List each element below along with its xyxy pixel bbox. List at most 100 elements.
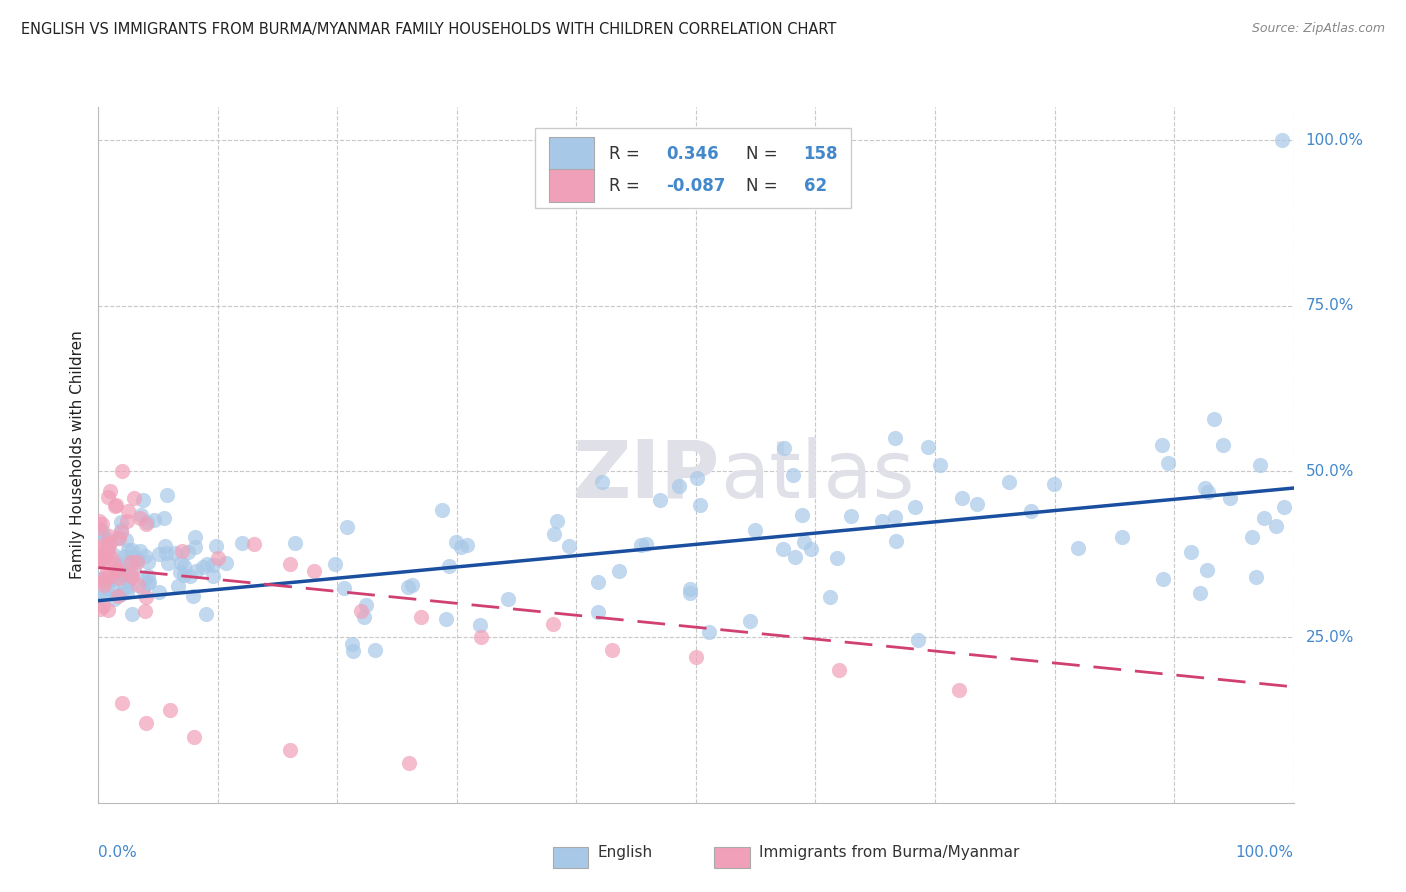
Point [103, 556, 125, 570]
Point [591, 475, 613, 489]
Point [107, 531, 129, 545]
Point [546, 514, 568, 528]
Point [107, 590, 129, 604]
Point [97, 542, 120, 557]
Point [135, 590, 157, 604]
Point [950, 491, 973, 505]
Text: N =: N = [747, 177, 783, 194]
Point [89, 553, 111, 567]
Point [89, 602, 111, 616]
Point [917, 440, 939, 454]
Point [782, 467, 804, 482]
Point [668, 479, 690, 493]
Point [138, 574, 160, 589]
Point [103, 572, 125, 586]
Point [136, 576, 159, 591]
Point [884, 533, 907, 548]
Point [966, 497, 988, 511]
Point [332, 581, 354, 595]
Point [1240, 530, 1263, 544]
Point [1197, 485, 1219, 500]
Point [173, 568, 195, 582]
Point [689, 499, 711, 513]
Point [1272, 500, 1295, 515]
Point [155, 546, 177, 560]
Point [195, 558, 218, 572]
Text: R =: R = [609, 145, 645, 162]
Point [135, 517, 157, 532]
Point [91, 538, 114, 552]
Point [278, 558, 301, 572]
Point [97, 602, 120, 616]
Text: Source: ZipAtlas.com: Source: ZipAtlas.com [1251, 22, 1385, 36]
Text: 0.0%: 0.0% [98, 845, 138, 860]
Point [132, 492, 155, 507]
Point [432, 502, 454, 516]
Point [470, 630, 492, 644]
Point [302, 564, 325, 578]
Point [115, 567, 138, 582]
Text: 25.0%: 25.0% [1305, 630, 1354, 645]
Text: ENGLISH VS IMMIGRANTS FROM BURMA/MYANMAR FAMILY HOUSEHOLDS WITH CHILDREN CORRELA: ENGLISH VS IMMIGRANTS FROM BURMA/MYANMAR… [21, 22, 837, 37]
Point [98, 484, 122, 499]
Point [117, 574, 139, 588]
Point [1253, 510, 1275, 524]
Point [600, 643, 623, 657]
Point [411, 610, 433, 624]
Point [828, 663, 851, 677]
Point [205, 540, 228, 554]
Text: N =: N = [747, 145, 783, 162]
Point [785, 550, 807, 565]
Y-axis label: Family Households with Children: Family Households with Children [69, 331, 84, 579]
Point [183, 730, 205, 744]
Point [468, 618, 491, 632]
Point [89, 554, 111, 568]
Point [1180, 545, 1202, 559]
Point [903, 500, 925, 514]
Point [173, 558, 195, 573]
Point [87, 551, 110, 566]
Point [356, 598, 378, 612]
Point [110, 523, 132, 537]
Point [159, 703, 181, 717]
Point [110, 524, 132, 539]
Point [129, 511, 152, 525]
Point [121, 607, 143, 622]
Text: 62: 62 [804, 177, 827, 194]
Point [91, 574, 114, 588]
Point [685, 471, 707, 485]
Point [1264, 519, 1286, 533]
Point [839, 508, 862, 523]
Point [117, 504, 139, 518]
Point [169, 556, 191, 570]
Point [107, 531, 129, 545]
Point [105, 498, 128, 512]
Point [107, 563, 129, 577]
Point [122, 560, 145, 574]
Point [679, 582, 702, 596]
Point [1219, 491, 1241, 505]
Bar [714, 847, 749, 868]
Point [186, 564, 208, 578]
Point [94, 570, 117, 584]
Point [124, 552, 146, 566]
Point [998, 475, 1021, 489]
Bar [553, 847, 589, 868]
Point [1152, 572, 1174, 586]
Text: Immigrants from Burma/Myanmar: Immigrants from Burma/Myanmar [759, 845, 1019, 860]
Point [179, 569, 201, 583]
Point [207, 550, 229, 565]
Point [177, 545, 200, 559]
Point [543, 526, 565, 541]
Point [97, 490, 120, 504]
Point [121, 543, 143, 558]
Point [928, 458, 950, 472]
Point [398, 756, 420, 770]
Point [396, 580, 419, 594]
Point [1111, 530, 1133, 544]
Point [679, 586, 702, 600]
Point [155, 539, 177, 553]
Point [118, 568, 141, 582]
Point [1194, 481, 1216, 495]
Point [439, 558, 461, 573]
